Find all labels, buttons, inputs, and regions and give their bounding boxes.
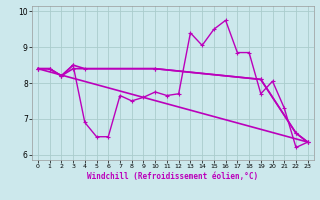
X-axis label: Windchill (Refroidissement éolien,°C): Windchill (Refroidissement éolien,°C) bbox=[87, 172, 258, 181]
